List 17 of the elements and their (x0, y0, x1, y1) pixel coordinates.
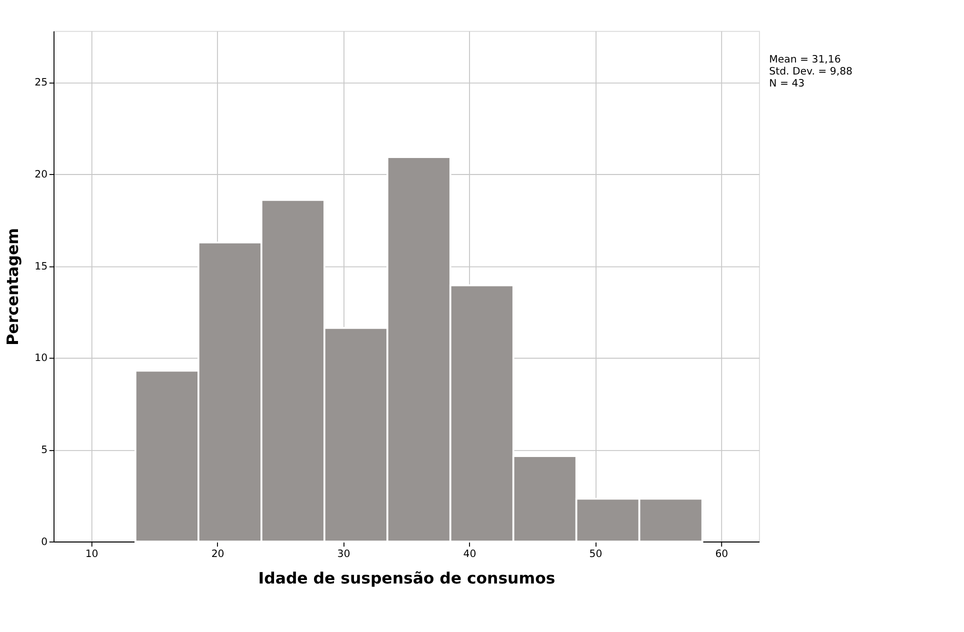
x-tick-label: 20 (211, 548, 224, 560)
text: Std. Dev. = 9,88 (769, 66, 852, 78)
x-tick-label: 60 (715, 548, 728, 560)
x-axis-title: Idade de suspensão de consumos (258, 568, 556, 588)
text: Mean = 31,16 (769, 54, 841, 66)
y-tick-label: 0 (41, 536, 48, 548)
x-tick-label: 50 (589, 548, 602, 560)
y-tick-label: 20 (34, 169, 48, 180)
y-tick-label: 25 (34, 78, 48, 89)
text: N = 43 (769, 78, 805, 90)
x-tick-label: 40 (463, 548, 476, 560)
y-tick-label: 10 (34, 353, 48, 364)
x-tick-label: 30 (337, 548, 350, 560)
x-tick-label: 10 (85, 548, 98, 560)
y-axis-title: Percentagem (3, 228, 22, 346)
y-tick-label: 15 (34, 261, 48, 272)
y-tick-label: 5 (41, 444, 48, 456)
